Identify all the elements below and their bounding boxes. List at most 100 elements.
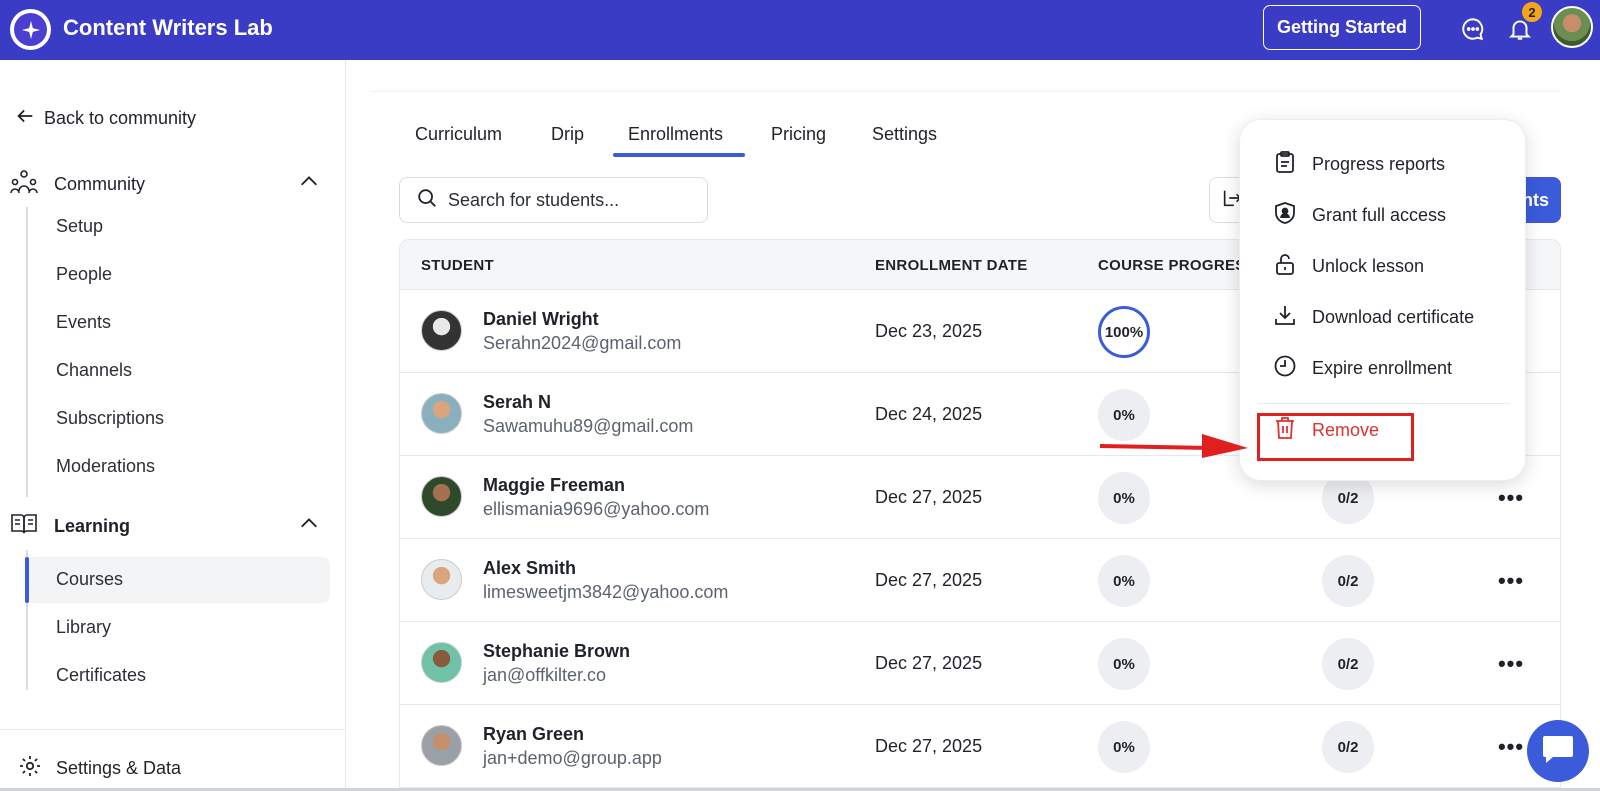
column-enrollment-date: ENROLLMENT DATE bbox=[875, 257, 1028, 274]
student-name: Ryan Green bbox=[483, 724, 585, 744]
more-options-icon[interactable]: ••• bbox=[1497, 734, 1525, 759]
learning-tree-line bbox=[26, 550, 28, 690]
enrollment-date: Dec 23, 2025 bbox=[875, 321, 983, 341]
community-label: Community bbox=[54, 174, 146, 194]
chat-bubble-icon bbox=[1541, 733, 1575, 770]
avatar bbox=[421, 476, 462, 517]
table-row[interactable]: Ryan Green jan+demo@group.app Dec 27, 20… bbox=[400, 705, 1560, 788]
sparkle-icon bbox=[14, 13, 47, 46]
table-row[interactable]: Alex Smith limesweetjm3842@yahoo.com Dec… bbox=[400, 539, 1560, 622]
chevron-up-icon bbox=[298, 513, 320, 540]
tab-drip[interactable]: Drip bbox=[551, 124, 585, 144]
avatar bbox=[421, 393, 462, 434]
student-name: Stephanie Brown bbox=[483, 641, 631, 661]
student-email: Sawamuhu89@gmail.com bbox=[483, 416, 694, 436]
bell-icon[interactable] bbox=[1506, 15, 1534, 43]
table-row[interactable]: Stephanie Brown jan@offkilter.co Dec 27,… bbox=[400, 622, 1560, 705]
menu-label: Grant full access bbox=[1312, 205, 1447, 225]
tab-enrollments[interactable]: Enrollments bbox=[628, 124, 724, 144]
clipboard-icon bbox=[1274, 150, 1296, 179]
menu-item-progress-reports[interactable]: Progress reports bbox=[1274, 150, 1445, 179]
red-arrow-annotation bbox=[1100, 434, 1248, 458]
sidebar-item-library[interactable]: Library bbox=[56, 617, 112, 637]
chevron-up-icon bbox=[298, 171, 320, 198]
lessons-badge: 0/2 bbox=[1322, 555, 1374, 607]
enrollment-date: Dec 27, 2025 bbox=[875, 570, 983, 590]
top-bar: Content Writers Lab Getting Started 2 bbox=[0, 0, 1600, 60]
student-search bbox=[399, 177, 708, 223]
menu-item-download-certificate[interactable]: Download certificate bbox=[1274, 303, 1474, 332]
menu-divider bbox=[1258, 403, 1510, 404]
column-student: STUDENT bbox=[421, 257, 494, 274]
menu-item-expire-enrollment[interactable]: Expire enrollment bbox=[1274, 354, 1452, 383]
community-icon bbox=[10, 169, 38, 200]
settings-label: Settings & Data bbox=[56, 758, 182, 778]
progress-badge: 0% bbox=[1098, 389, 1150, 441]
menu-label: Unlock lesson bbox=[1312, 256, 1425, 276]
bottom-border bbox=[0, 788, 1600, 791]
shield-user-icon bbox=[1274, 201, 1296, 230]
chat-icon[interactable] bbox=[1459, 15, 1487, 43]
progress-badge: 0% bbox=[1098, 555, 1150, 607]
row-actions-menu: Progress reports Grant full access Unloc… bbox=[1239, 119, 1526, 481]
sidebar-item-channels[interactable]: Channels bbox=[56, 360, 133, 380]
tab-curriculum[interactable]: Curriculum bbox=[415, 124, 503, 144]
avatar bbox=[421, 310, 462, 351]
student-email: Serahn2024@gmail.com bbox=[483, 333, 682, 353]
sidebar-divider bbox=[0, 729, 346, 730]
learning-section-header[interactable]: Learning bbox=[10, 512, 320, 541]
menu-label: Expire enrollment bbox=[1312, 358, 1453, 378]
sidebar: Back to community Community Setup People… bbox=[0, 60, 346, 791]
progress-badge: 0% bbox=[1098, 472, 1150, 524]
sidebar-item-courses[interactable]: Courses bbox=[56, 569, 124, 589]
search-icon bbox=[416, 187, 438, 214]
community-section-header[interactable]: Community bbox=[10, 169, 320, 200]
more-options-icon[interactable]: ••• bbox=[1497, 485, 1525, 510]
progress-badge: 0% bbox=[1098, 721, 1150, 773]
sidebar-item-setup[interactable]: Setup bbox=[56, 216, 104, 236]
menu-item-unlock-lesson[interactable]: Unlock lesson bbox=[1274, 252, 1424, 281]
arrow-left-icon bbox=[14, 105, 36, 132]
menu-label: Remove bbox=[1312, 420, 1380, 440]
avatar bbox=[421, 642, 462, 683]
sidebar-item-events[interactable]: Events bbox=[56, 312, 112, 332]
logo[interactable] bbox=[10, 9, 51, 50]
student-email: jan+demo@group.app bbox=[483, 748, 662, 768]
menu-item-grant-full-access[interactable]: Grant full access bbox=[1274, 201, 1446, 230]
lessons-badge: 0/2 bbox=[1322, 638, 1374, 690]
support-chat-button[interactable] bbox=[1527, 720, 1589, 782]
active-tab-underline bbox=[613, 153, 745, 157]
column-course-progress: COURSE PROGRES bbox=[1098, 257, 1246, 274]
sidebar-item-moderations[interactable]: Moderations bbox=[56, 456, 156, 476]
tab-settings[interactable]: Settings bbox=[872, 124, 938, 144]
book-icon bbox=[10, 512, 38, 541]
user-avatar[interactable] bbox=[1551, 6, 1593, 48]
student-name: Daniel Wright bbox=[483, 309, 599, 329]
menu-label: Download certificate bbox=[1312, 307, 1475, 327]
back-to-community-link[interactable]: Back to community bbox=[14, 105, 196, 132]
table-row[interactable]: Daniel Wright Serahn2024@gmail.com Dec 2… bbox=[400, 290, 1560, 373]
avatar bbox=[421, 725, 462, 766]
search-input[interactable] bbox=[448, 189, 688, 211]
more-options-icon[interactable]: ••• bbox=[1497, 568, 1525, 593]
enrollment-date: Dec 27, 2025 bbox=[875, 653, 983, 673]
sidebar-item-people[interactable]: People bbox=[56, 264, 113, 284]
sidebar-item-subscriptions[interactable]: Subscriptions bbox=[56, 408, 165, 428]
table-row[interactable]: Maggie Freeman ellismania9696@yahoo.com … bbox=[400, 456, 1560, 539]
learning-label: Learning bbox=[54, 516, 131, 536]
student-email: limesweetjm3842@yahoo.com bbox=[483, 582, 729, 602]
menu-item-remove[interactable]: Remove bbox=[1274, 416, 1379, 445]
settings-data-link[interactable]: Settings & Data bbox=[18, 754, 181, 783]
getting-started-button[interactable]: Getting Started bbox=[1263, 5, 1421, 50]
enrollment-date: Dec 24, 2025 bbox=[875, 404, 983, 424]
tab-pricing[interactable]: Pricing bbox=[771, 124, 827, 144]
table-row[interactable]: Serah N Sawamuhu89@gmail.com Dec 24, 202… bbox=[400, 373, 1560, 456]
community-tree-line bbox=[26, 207, 28, 497]
student-name: Serah N bbox=[483, 392, 552, 412]
enrollments-table: STUDENT ENROLLMENT DATE COURSE PROGRES D… bbox=[399, 239, 1561, 791]
remove-highlight-box bbox=[1257, 413, 1414, 461]
enrollment-date: Dec 27, 2025 bbox=[875, 736, 983, 756]
more-options-icon[interactable]: ••• bbox=[1497, 651, 1525, 676]
brand-name: Content Writers Lab bbox=[63, 15, 273, 40]
sidebar-item-certificates[interactable]: Certificates bbox=[56, 665, 147, 685]
